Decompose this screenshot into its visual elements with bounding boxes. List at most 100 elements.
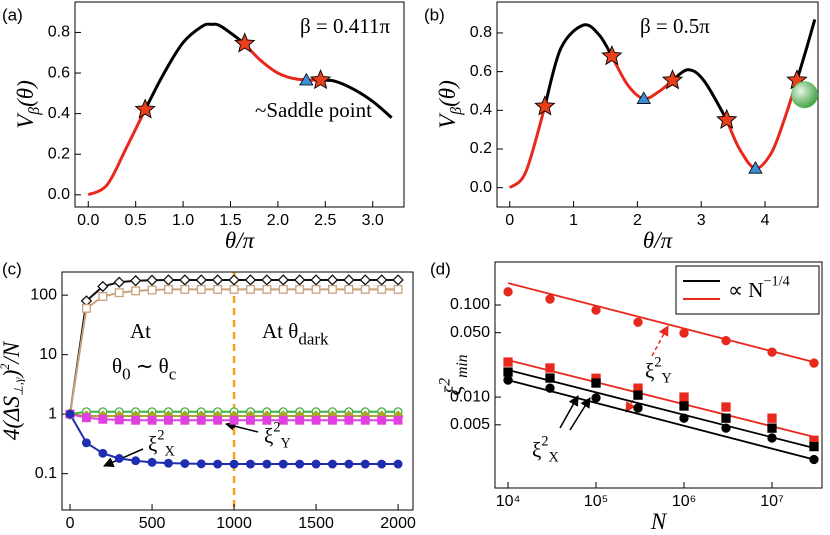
marker	[213, 415, 223, 425]
marker	[767, 413, 777, 423]
marker	[81, 438, 91, 448]
text-part: At θ	[262, 319, 298, 343]
text-part: V	[13, 112, 38, 129]
text-part: min	[453, 354, 470, 378]
marker	[295, 415, 305, 425]
marker	[377, 284, 387, 294]
marker	[262, 284, 272, 294]
text-part: 4(ΔS	[0, 395, 24, 440]
frame	[74, 1, 405, 208]
y-axis-label: Vβ(θ)	[435, 80, 464, 128]
marker	[545, 294, 555, 304]
text-part: β = 0.411π	[300, 14, 390, 38]
marker	[393, 459, 403, 469]
marker	[545, 383, 555, 393]
marker	[601, 44, 623, 66]
text-part: dark	[298, 329, 329, 348]
marker	[503, 367, 513, 377]
marker	[375, 274, 388, 286]
marker	[246, 284, 255, 294]
text-part: c	[169, 364, 177, 383]
marker	[180, 415, 190, 425]
marker	[299, 72, 314, 86]
marker	[310, 274, 322, 286]
marker	[721, 413, 731, 423]
arrow	[625, 387, 641, 413]
marker	[278, 459, 288, 469]
y-tick-label: 0.0	[48, 186, 70, 203]
marker	[162, 274, 175, 286]
marker	[748, 161, 763, 174]
arrow	[224, 421, 259, 433]
marker	[147, 285, 157, 295]
panel: 05001000150020000.1110100(c)NΓt4(ΔS⊥,γ)2…	[0, 259, 416, 535]
marker	[679, 401, 689, 411]
fit-line	[507, 282, 815, 363]
text-part: θ/π	[643, 228, 674, 253]
x-tick-label: 10⁶	[672, 493, 696, 510]
y-tick-label: 0.6	[48, 64, 70, 81]
marker	[503, 357, 513, 367]
marker	[211, 274, 224, 286]
marker	[591, 393, 601, 403]
fit-line	[507, 369, 815, 449]
marker	[163, 458, 173, 468]
series-line	[143, 22, 393, 119]
text-part: X	[165, 444, 176, 460]
text-part: 0	[122, 364, 131, 383]
marker	[196, 415, 206, 425]
marker	[392, 274, 404, 286]
text-part: −1/4	[763, 274, 789, 290]
marker	[179, 274, 191, 286]
text-part: ξ	[264, 424, 273, 448]
annotation: ξ2X	[148, 428, 176, 460]
marker	[360, 459, 370, 469]
y-tick-label: 0.8	[470, 24, 492, 41]
x-tick-label: 1.0	[172, 212, 194, 229]
fit-line	[507, 379, 815, 461]
y-tick-label: 0.2	[470, 140, 492, 157]
x-tick-label: 0.5	[125, 212, 147, 229]
text-part: (θ)	[435, 80, 460, 107]
y-axis-label: ξ2min	[436, 354, 470, 395]
x-axis-label: N	[650, 509, 668, 534]
frame	[496, 1, 819, 208]
panel-label: (b)	[424, 5, 445, 24]
marker	[503, 375, 513, 385]
text-part: θ/π	[225, 228, 256, 253]
panel: 10⁴ 10⁵ 10⁶ 10⁷0.0050.0100.0500.100(d)Nξ2mi…	[430, 259, 823, 534]
y-tick-label: 0.4	[470, 102, 492, 119]
marker	[131, 456, 141, 466]
marker	[97, 280, 109, 293]
marker	[262, 415, 272, 425]
marker	[661, 69, 684, 90]
text-part: ξ	[441, 386, 466, 396]
annotation: At	[130, 319, 151, 343]
marker	[328, 415, 337, 425]
marker	[309, 68, 332, 90]
marker	[244, 274, 257, 286]
marker	[767, 347, 777, 357]
text-part: )	[0, 370, 24, 380]
marker	[293, 274, 306, 286]
fit-line	[507, 359, 815, 438]
x-tick-label: 3	[697, 212, 706, 229]
marker	[809, 441, 819, 452]
text-part: 2	[541, 434, 548, 450]
marker	[721, 423, 731, 433]
text-part: (θ)	[13, 80, 38, 107]
y-tick-label: 10	[39, 346, 57, 363]
marker	[679, 328, 689, 338]
annotation: ξ2X	[532, 434, 560, 466]
text-part: N	[650, 509, 668, 534]
annotation: β = 0.5π	[640, 14, 710, 38]
marker	[344, 284, 354, 294]
text-part: 2	[0, 364, 12, 370]
marker	[633, 317, 643, 327]
marker	[591, 305, 601, 315]
x-axis-label: θ/π	[225, 228, 256, 253]
marker	[131, 286, 141, 296]
marker	[262, 459, 272, 469]
plot-area	[507, 282, 815, 461]
